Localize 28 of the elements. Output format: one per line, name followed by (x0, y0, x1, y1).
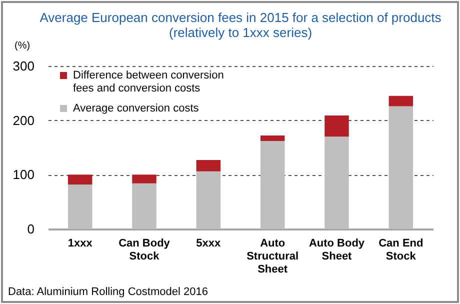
bar (68, 184, 92, 229)
y-tick-label: 100 (12, 167, 34, 182)
text: Data: Aluminium Rolling Costmodel 2016 (8, 286, 208, 298)
chart-subtitle: (relatively to 1xxx series) (168, 25, 312, 40)
bar (196, 160, 221, 172)
x-tick-label: Can Body Stock (118, 238, 171, 262)
bar (132, 183, 156, 229)
y-tick-label: 200 (12, 112, 34, 128)
bar (196, 171, 221, 229)
bar (388, 106, 414, 229)
legend-label: Average conversion costs (73, 102, 200, 114)
bar (132, 174, 156, 184)
bar (260, 140, 285, 229)
x-tick-label: Can End Stock (378, 238, 424, 262)
y-tick-label: 300 (12, 58, 34, 74)
bar (68, 174, 92, 184)
x-tick-label: 1xxx (68, 238, 94, 250)
bar (260, 136, 285, 141)
bar (388, 96, 414, 106)
x-tick-label: Auto Structural Sheet (246, 238, 299, 276)
y-axis-title: (%) (14, 40, 30, 52)
bar (324, 136, 349, 229)
y-tick-label: 0 (27, 222, 34, 236)
chart-title: Average European conversion fees in 2015 for a selection of products (40, 10, 442, 25)
x-tick-label: 5xxx (196, 238, 222, 250)
legend-label: Difference between conversion fees and conversion costs (73, 70, 224, 94)
bar (324, 115, 349, 137)
x-tick-label: Auto Body Sheet (308, 238, 366, 262)
